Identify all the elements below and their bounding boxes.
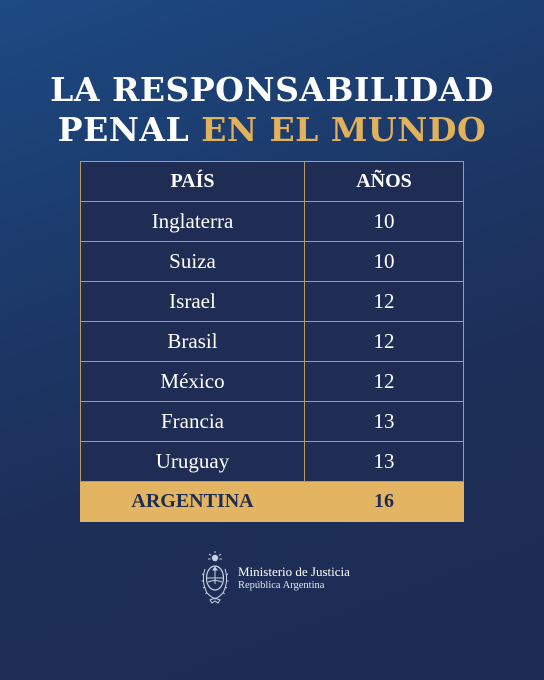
cell-pais: Suiza — [80, 241, 305, 282]
responsibility-table: PAÍS AÑOS Inglaterra 10 Suiza 10 Israel … — [80, 161, 464, 522]
cell-anos: 10 — [304, 201, 464, 242]
highlight-row: ARGENTINA 16 — [80, 481, 464, 522]
title-line-2-accent: EN EL MUNDO — [201, 110, 487, 149]
title-line-2-plain: PENAL — [57, 110, 202, 149]
cell-pais-highlight: ARGENTINA — [80, 481, 305, 522]
table-row: Israel 12 — [80, 281, 464, 322]
table-row: Francia 13 — [80, 401, 464, 442]
cell-pais: Francia — [80, 401, 305, 442]
cell-anos: 10 — [304, 241, 464, 282]
header-pais: PAÍS — [80, 161, 305, 202]
title-line-1: LA RESPONSABILIDAD — [50, 70, 494, 109]
table-header-row: PAÍS AÑOS — [80, 161, 464, 202]
cell-anos: 12 — [304, 281, 464, 322]
title-line-2: PENAL EN EL MUNDO — [0, 110, 544, 150]
table-row: Brasil 12 — [80, 321, 464, 362]
org-name: Ministerio de Justicia — [238, 564, 350, 579]
footer-logo: Ministerio de Justicia República Argenti… — [200, 548, 350, 608]
org-text: Ministerio de Justicia República Argenti… — [238, 564, 350, 592]
cell-anos: 12 — [304, 321, 464, 362]
cell-anos: 13 — [304, 441, 464, 482]
cell-pais: Israel — [80, 281, 305, 322]
cell-pais: Inglaterra — [80, 201, 305, 242]
table-row: Suiza 10 — [80, 241, 464, 282]
cell-pais: Uruguay — [80, 441, 305, 482]
cell-pais: México — [80, 361, 305, 402]
cell-anos: 12 — [304, 361, 464, 402]
org-country: República Argentina — [238, 580, 325, 591]
cell-anos: 13 — [304, 401, 464, 442]
page-title: LA RESPONSABILIDAD PENAL EN EL MUNDO — [0, 70, 544, 150]
coat-of-arms-icon — [201, 551, 229, 604]
cell-pais: Brasil — [80, 321, 305, 362]
table-row: Uruguay 13 — [80, 441, 464, 482]
cell-anos-highlight: 16 — [304, 481, 464, 522]
table-row: Inglaterra 10 — [80, 201, 464, 242]
table-row: México 12 — [80, 361, 464, 402]
header-anos: AÑOS — [304, 161, 464, 202]
